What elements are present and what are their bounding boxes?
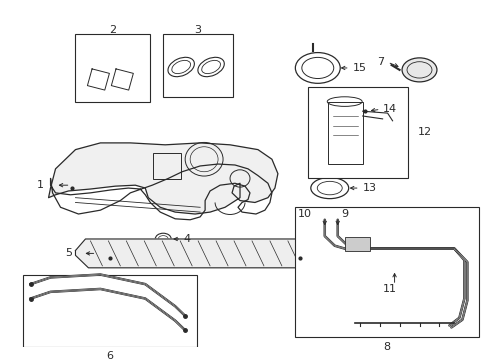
Text: 12: 12 (417, 127, 431, 137)
Text: 6: 6 (106, 351, 113, 360)
Text: 4: 4 (183, 234, 190, 244)
Text: 5: 5 (65, 248, 72, 258)
Bar (75, 34, 150, 102)
Text: 1: 1 (37, 180, 44, 190)
Text: 2: 2 (109, 24, 116, 35)
Bar (153, 153, 181, 179)
Bar (22, 275, 197, 347)
Text: 11: 11 (382, 284, 396, 294)
Text: 14: 14 (382, 104, 396, 114)
Bar (327, 102, 362, 164)
Text: 10: 10 (297, 209, 311, 219)
Text: 13: 13 (362, 183, 376, 193)
Text: 7: 7 (377, 57, 384, 67)
Text: 9: 9 (341, 209, 348, 219)
Text: 15: 15 (352, 63, 366, 73)
Text: 8: 8 (382, 342, 389, 352)
Text: 3: 3 (194, 24, 201, 35)
Bar (163, 34, 233, 97)
Bar (307, 87, 407, 179)
Polygon shape (48, 143, 277, 214)
Ellipse shape (295, 53, 340, 83)
Polygon shape (75, 239, 339, 268)
Bar (344, 237, 369, 251)
Bar (294, 207, 478, 337)
Ellipse shape (401, 58, 436, 82)
